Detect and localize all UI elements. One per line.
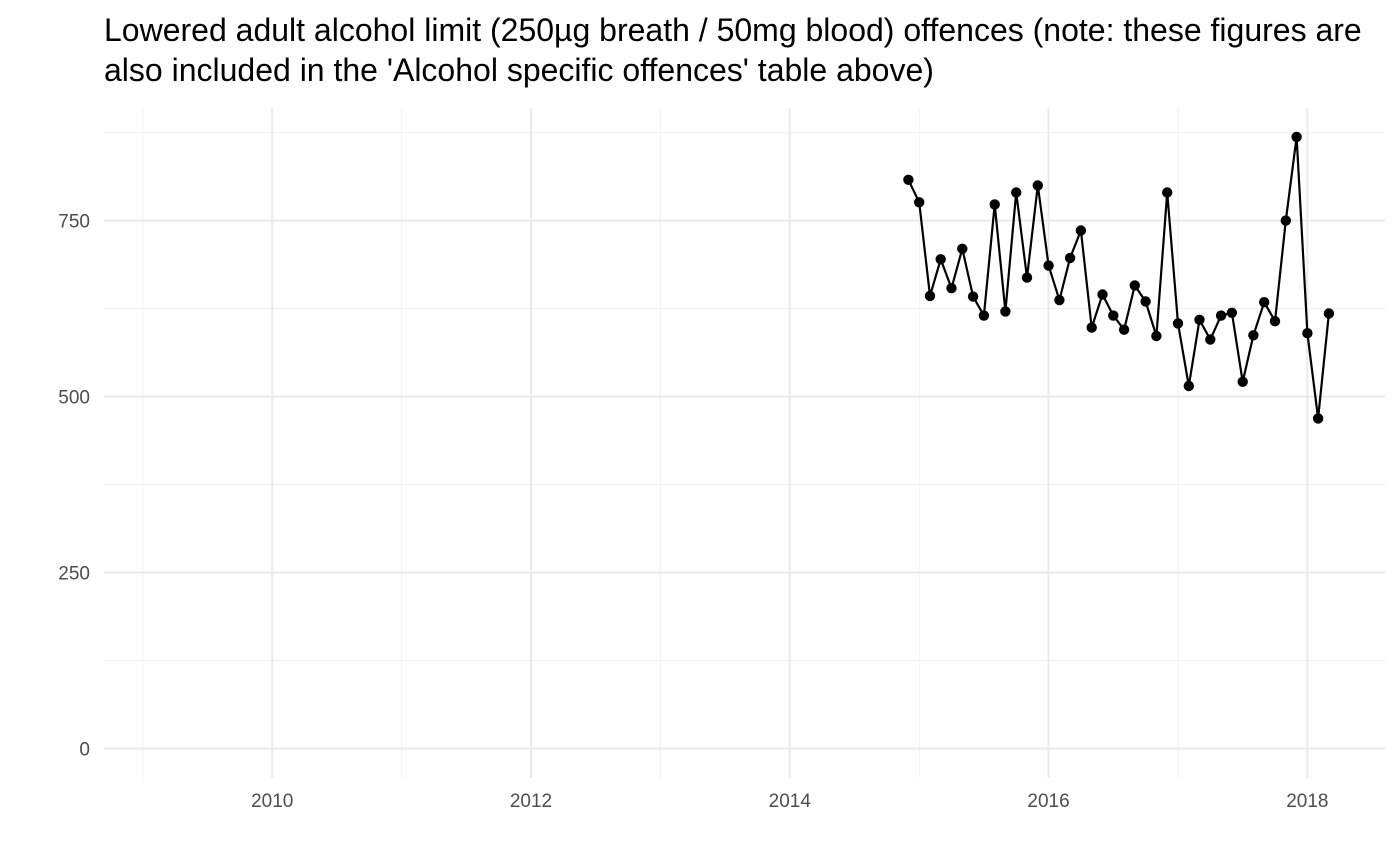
data-point xyxy=(1172,318,1184,329)
data-point xyxy=(1054,294,1065,306)
data-point xyxy=(1000,306,1011,317)
data-point xyxy=(946,283,957,294)
y-tick-label: 0 xyxy=(79,739,90,760)
data-point xyxy=(1194,314,1205,325)
x-tick-label: 2014 xyxy=(769,791,812,812)
x-tick-label: 2016 xyxy=(1027,791,1069,812)
x-tick-label: 2010 xyxy=(251,791,293,812)
data-point xyxy=(1118,324,1130,335)
axis-labels: 2010 2012 2014 2016 2018 0 250 500 750 xyxy=(58,212,1328,812)
series-layer xyxy=(903,131,1335,424)
data-point xyxy=(1097,289,1108,300)
data-point xyxy=(1323,308,1335,319)
data-point xyxy=(957,243,968,254)
data-point xyxy=(1291,131,1302,143)
data-point xyxy=(1248,330,1259,341)
data-point xyxy=(1043,260,1054,271)
data-point xyxy=(1032,180,1044,191)
series-line xyxy=(907,135,1330,420)
data-point xyxy=(935,254,946,265)
data-point xyxy=(1086,322,1097,333)
chart-title: Lowered adult alcohol limit (250µg breat… xyxy=(104,12,1362,88)
data-point xyxy=(1140,296,1151,307)
data-point xyxy=(1011,187,1022,198)
data-point xyxy=(1280,215,1292,226)
x-tick-label: 2012 xyxy=(510,791,552,812)
data-point xyxy=(1205,334,1216,345)
data-point xyxy=(1259,297,1270,308)
data-point xyxy=(1151,330,1162,342)
data-point xyxy=(1064,252,1076,264)
data-point xyxy=(1237,376,1248,387)
data-point xyxy=(903,174,914,185)
y-tick-label: 750 xyxy=(58,212,90,233)
y-tick-label: 500 xyxy=(58,388,90,409)
data-point xyxy=(914,197,925,208)
x-tick-label: 2018 xyxy=(1286,791,1328,812)
data-point xyxy=(1129,280,1141,291)
data-point xyxy=(967,291,979,302)
grid-lines xyxy=(104,108,1385,778)
data-point xyxy=(1302,328,1313,339)
data-point xyxy=(1021,272,1033,283)
data-point xyxy=(924,290,936,302)
data-point xyxy=(1215,310,1227,321)
data-point xyxy=(978,310,990,321)
y-tick-label: 250 xyxy=(58,563,90,584)
data-point xyxy=(1162,187,1173,198)
data-point xyxy=(1312,413,1324,424)
data-point xyxy=(989,199,1000,210)
data-point xyxy=(1269,316,1281,327)
data-point xyxy=(1226,307,1238,318)
data-point xyxy=(1108,310,1119,321)
data-point xyxy=(1183,380,1195,392)
data-point xyxy=(1075,225,1087,236)
